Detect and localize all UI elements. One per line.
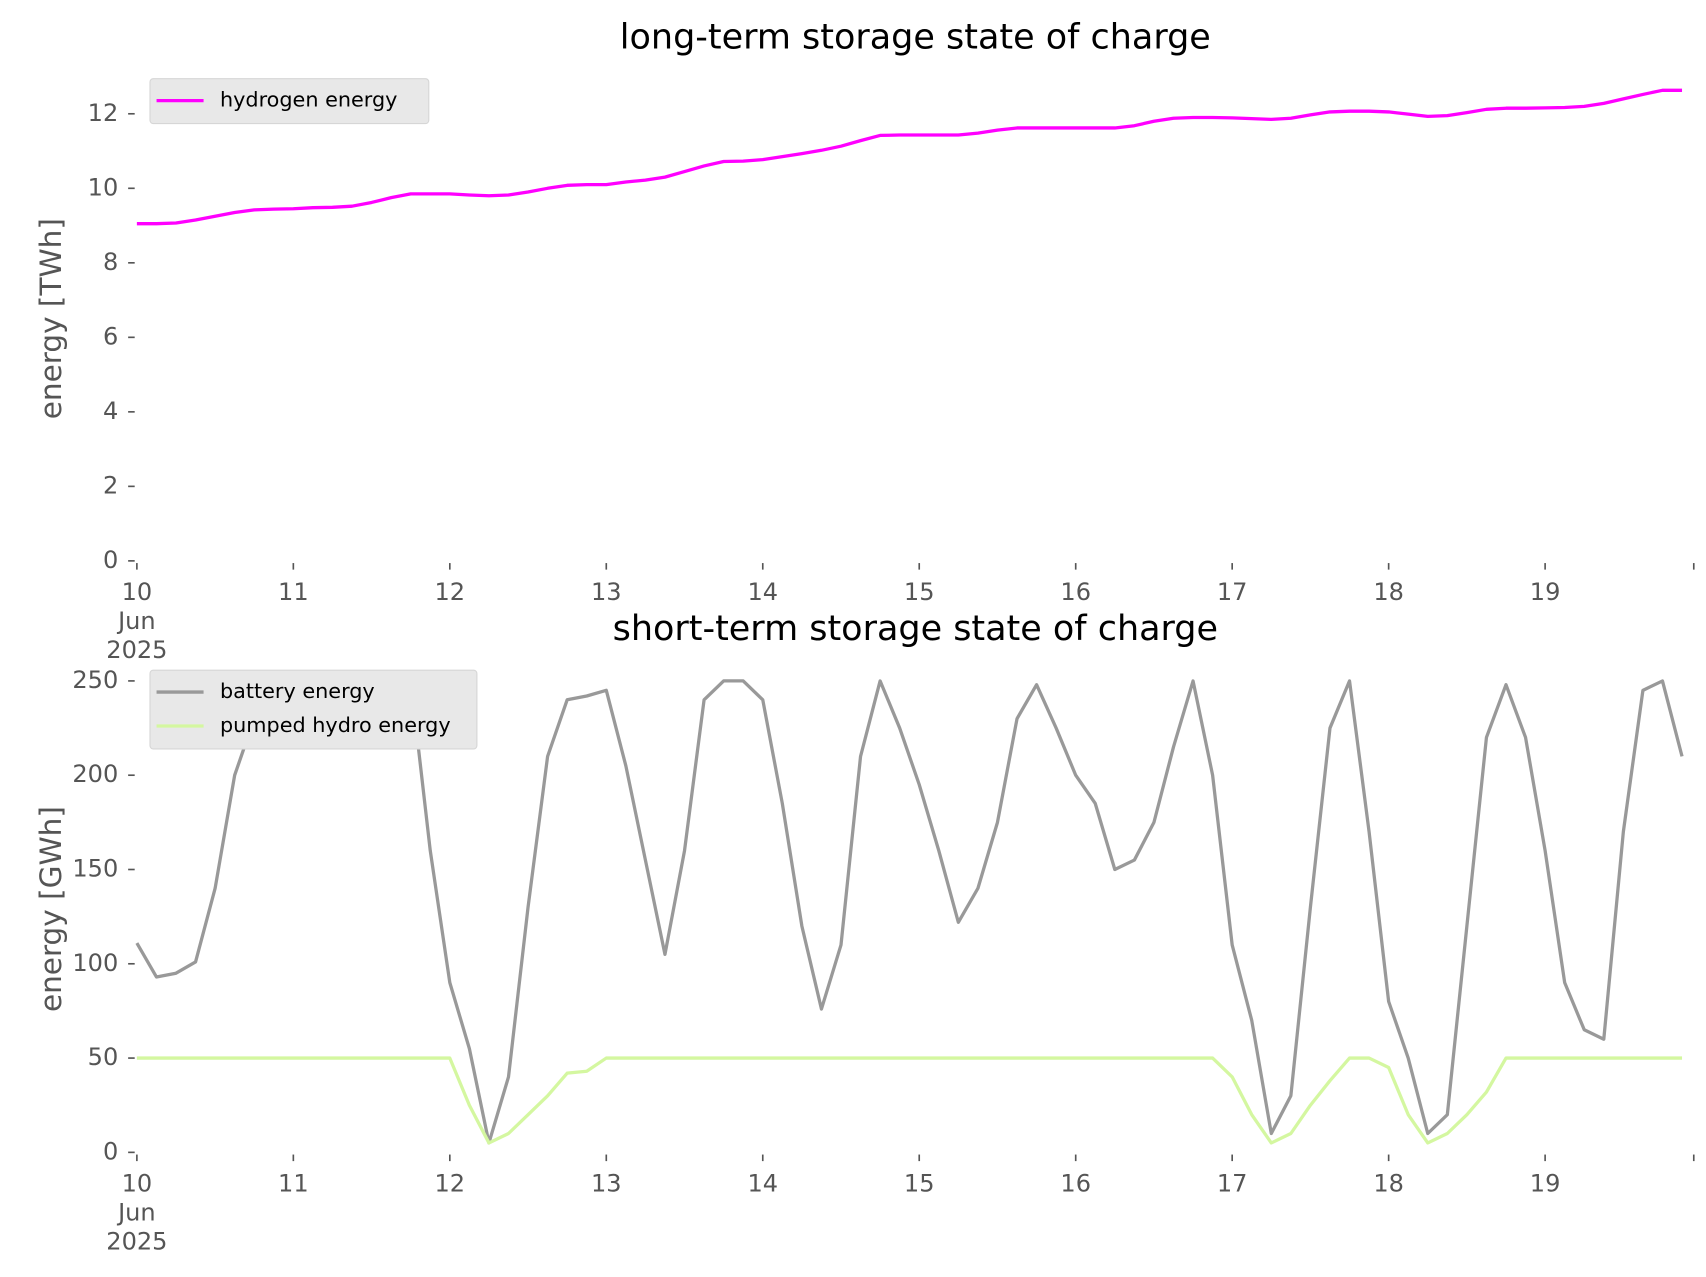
tick-label-line: Jun: [116, 1199, 156, 1227]
x-tick-label: 19: [1530, 578, 1561, 606]
tick-label-line: 2025: [106, 636, 167, 664]
legend-label: battery energy: [220, 679, 375, 703]
y-tick-label: 50: [88, 1043, 119, 1071]
tick-label-line: 2025: [106, 1227, 167, 1255]
y-tick-label: 12: [88, 99, 119, 127]
x-tick-label: 18: [1373, 578, 1404, 606]
series-line: [136, 88, 1683, 226]
series-line: [136, 1056, 1683, 1145]
legend-box: [149, 669, 478, 750]
x-tick-label: 17: [1217, 1170, 1248, 1198]
x-tick-label: 10 Jun 2025: [106, 578, 167, 664]
y-tick-label: 8: [103, 248, 118, 276]
x-tick-label: 13: [591, 578, 622, 606]
y-tick-label: 250: [72, 666, 118, 694]
legend: battery energy pumped hydro energy: [149, 669, 478, 750]
y-tick-label: 4: [103, 397, 118, 425]
legend: hydrogen energy: [149, 78, 430, 125]
x-tick-label: 16: [1060, 1170, 1091, 1198]
y-tick-label: 10: [88, 173, 119, 201]
y-axis-label: energy [TWh]: [34, 218, 68, 419]
y-tick-label: 0: [103, 546, 118, 574]
x-tick-label: 17: [1217, 578, 1248, 606]
y-tick-label: 150: [72, 854, 118, 882]
y-axis-label: energy [GWh]: [34, 806, 68, 1012]
tick-label-line: 10: [122, 1170, 153, 1198]
x-tick-label: 12: [435, 1170, 466, 1198]
x-tick-label: 14: [747, 578, 778, 606]
x-tick-label: 16: [1060, 578, 1091, 606]
y-tick-label: 2: [103, 471, 118, 499]
x-tick-label: 18: [1373, 1170, 1404, 1198]
legend-label: hydrogen energy: [220, 88, 397, 112]
x-tick-label: 19: [1530, 1170, 1561, 1198]
y-tick-label: 6: [103, 322, 118, 350]
legend-label: pumped hydro energy: [220, 713, 451, 737]
x-tick-label: 10 Jun 2025: [106, 1170, 167, 1256]
legend-box: [149, 78, 430, 125]
chart-title: long-term storage state of charge: [620, 17, 1211, 57]
x-tick-label: 15: [904, 1170, 935, 1198]
tick-label-line: 10: [122, 578, 153, 606]
x-tick-label: 11: [278, 1170, 309, 1198]
x-tick-label: 12: [435, 578, 466, 606]
x-tick-label: 15: [904, 578, 935, 606]
tick-label-line: Jun: [116, 607, 156, 635]
x-tick-label: 11: [278, 578, 309, 606]
y-tick-label: 100: [72, 949, 118, 977]
x-tick-label: 14: [747, 1170, 778, 1198]
y-tick-label: 200: [72, 760, 118, 788]
y-tick-label: 0: [103, 1137, 118, 1165]
chart-title: short-term storage state of charge: [613, 609, 1218, 649]
x-tick-label: 13: [591, 1170, 622, 1198]
series-line: [135, 679, 1684, 1145]
